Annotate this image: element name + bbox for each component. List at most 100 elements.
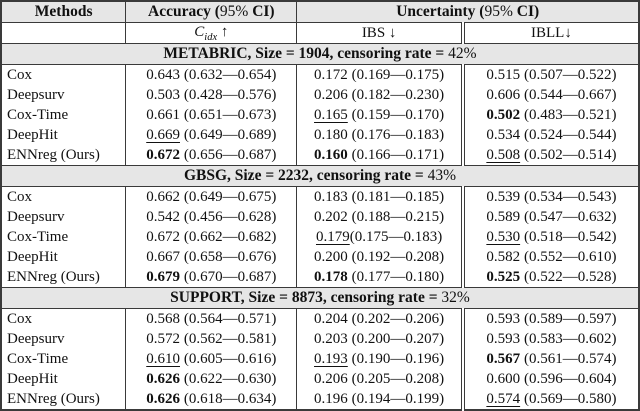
ibll-cell: 0.600 (0.596—0.604) [460,369,640,389]
confidence-interval: (0.564—0.571) [183,310,277,327]
metric-value: 0.508 [486,146,521,163]
table-row: Cox 0.568 (0.564—0.571) 0.204 (0.202—0.206… [0,308,640,329]
ibll-cell: 0.593 (0.583—0.602) [460,329,640,349]
method-cell: DeepHit [0,125,127,145]
table-row: Cox-Time 0.661 (0.651—0.673) 0.165 (0.159—… [0,105,640,125]
method-cell: DeepHit [0,247,127,267]
section-header-row: METABRIC, Size = 1904, censoring rate = … [0,43,640,65]
metric-value: 0.165 [314,106,348,123]
confidence-interval: (0.649—0.689) [183,126,277,143]
metric-value: 0.502 [486,106,521,123]
metric-value: 0.643 [146,66,180,83]
cidx-cell: 0.626 (0.622—0.630) [125,369,298,389]
confidence-interval: (0.205—0.208) [351,370,445,387]
section-title: SUPPORT, Size = 8873, censoring rate = 3… [0,287,640,309]
ibs-cell: 0.200 (0.192—0.208) [296,247,464,267]
empty-cell [0,22,127,44]
confidence-interval: (0.651—0.673) [183,106,277,123]
metric-value: 0.200 [314,248,348,265]
metric-value: 0.662 [146,188,180,205]
confidence-interval: (0.507—0.522) [524,66,617,83]
metric-value: 0.172 [314,66,348,83]
ibs-cell: 0.178 (0.177—0.180) [296,267,464,288]
metric-value: 0.183 [314,188,348,205]
confidence-interval: (0.502—0.514) [524,146,617,163]
ibll-cell: 0.589 (0.547—0.632) [460,207,640,227]
confidence-interval: (0.662—0.682) [183,228,277,245]
ibs-cell: 0.183 (0.181—0.185) [296,186,464,207]
metric-value: 0.626 [146,390,180,407]
up-arrow-icon: ↑ [220,23,229,40]
ibs-cell: 0.196 (0.194—0.199) [296,389,464,410]
table-row: Cox-Time 0.610 (0.605—0.616) 0.193 (0.190—… [0,349,640,369]
ibs-cell: 0.160 (0.166—0.171) [296,145,464,166]
ibll-cell: 0.574 (0.569—0.580) [460,389,640,410]
confidence-interval: (0.194—0.199) [351,390,445,407]
metric-value: 0.672 [146,228,180,245]
metric-value: 0.610 [146,350,180,367]
confidence-interval: (0.518—0.542) [524,228,617,245]
confidence-interval: (0.596—0.604) [524,370,617,387]
section-header-row: SUPPORT, Size = 8873, censoring rate = 3… [0,287,640,309]
ibs-cell: 0.203 (0.200—0.207) [296,329,464,349]
ibll-cell: 0.534 (0.524—0.544) [460,125,640,145]
metric-value: 0.206 [314,86,348,103]
confidence-interval: (0.534—0.543) [524,188,617,205]
confidence-interval: (0.202—0.206) [351,310,445,327]
ibs-cell: 0.165 (0.159—0.170) [296,105,464,125]
confidence-interval: (0.166—0.171) [351,146,445,163]
confidence-interval: (0.522—0.528) [524,268,617,285]
confidence-interval: (0.547—0.632) [524,208,617,225]
section-title: METABRIC, Size = 1904, censoring rate = … [0,43,640,65]
confidence-interval: (0.181—0.185) [351,188,445,205]
cidx-cell: 0.667 (0.658—0.676) [125,247,298,267]
ibll-cell: 0.515 (0.507—0.522) [460,64,640,85]
confidence-interval: (0.656—0.687) [183,146,277,163]
metric-value: 0.206 [314,370,348,387]
confidence-interval: (0.524—0.544) [524,126,617,143]
ibs-cell: 0.206 (0.205—0.208) [296,369,464,389]
metric-value: 0.567 [486,350,521,367]
table-row: ENNreg (Ours) 0.626 (0.618—0.634) 0.196 (0… [0,389,640,410]
confidence-interval: (0.169—0.175) [351,66,445,83]
cidx-cell: 0.542 (0.456—0.628) [125,207,298,227]
cidx-cell: 0.672 (0.662—0.682) [125,227,298,247]
table-row: Cox 0.662 (0.649—0.675) 0.183 (0.181—0.185… [0,186,640,207]
confidence-interval: (0.544—0.667) [524,86,617,103]
section-header-row: GBSG, Size = 2232, censoring rate = 43% [0,165,640,187]
ibs-cell: 0.202 (0.188—0.215) [296,207,464,227]
ibs-cell: 0.172 (0.169—0.175) [296,64,464,85]
ibll-cell: 0.582 (0.552—0.610) [460,247,640,267]
cidx-metric-header: Cidx ↑ [125,22,298,44]
confidence-interval: (0.159—0.170) [351,106,445,123]
method-cell: Deepsurv [0,85,127,105]
metric-value: 0.503 [146,86,180,103]
ibs-cell: 0.179(0.175—0.183) [296,227,464,247]
ibs-cell: 0.180 (0.176—0.183) [296,125,464,145]
cidx-cell: 0.679 (0.670—0.687) [125,267,298,288]
table-row: Deepsurv 0.503 (0.428—0.576) 0.206 (0.182—… [0,85,640,105]
metric-value: 0.203 [314,330,348,347]
cidx-cell: 0.626 (0.618—0.634) [125,389,298,410]
section-title: GBSG, Size = 2232, censoring rate = 43% [0,165,640,187]
metric-value: 0.193 [314,350,348,367]
table-row: DeepHit 0.669 (0.649—0.689) 0.180 (0.176—0… [0,125,640,145]
confidence-interval: (0.176—0.183) [351,126,445,143]
table-row: Cox 0.643 (0.632—0.654) 0.172 (0.169—0.175… [0,64,640,85]
cidx-cell: 0.669 (0.649—0.689) [125,125,298,145]
metric-value: 0.202 [314,208,348,225]
method-cell: ENNreg (Ours) [0,145,127,166]
ibs-cell: 0.204 (0.202—0.206) [296,308,464,329]
ibs-cell: 0.193 (0.190—0.196) [296,349,464,369]
cidx-cell: 0.672 (0.656—0.687) [125,145,298,166]
method-cell: ENNreg (Ours) [0,267,127,288]
metric-value: 0.626 [146,370,180,387]
metric-value: 0.160 [314,146,348,163]
method-cell: Deepsurv [0,329,127,349]
confidence-interval: (0.562—0.581) [183,330,277,347]
metric-subheader-row: Cidx ↑ IBS ↓ IBLL↓ [0,22,640,44]
confidence-interval: (0.175—0.183) [349,228,443,245]
confidence-interval: (0.428—0.576) [183,86,277,103]
metric-value: 0.539 [486,188,521,205]
